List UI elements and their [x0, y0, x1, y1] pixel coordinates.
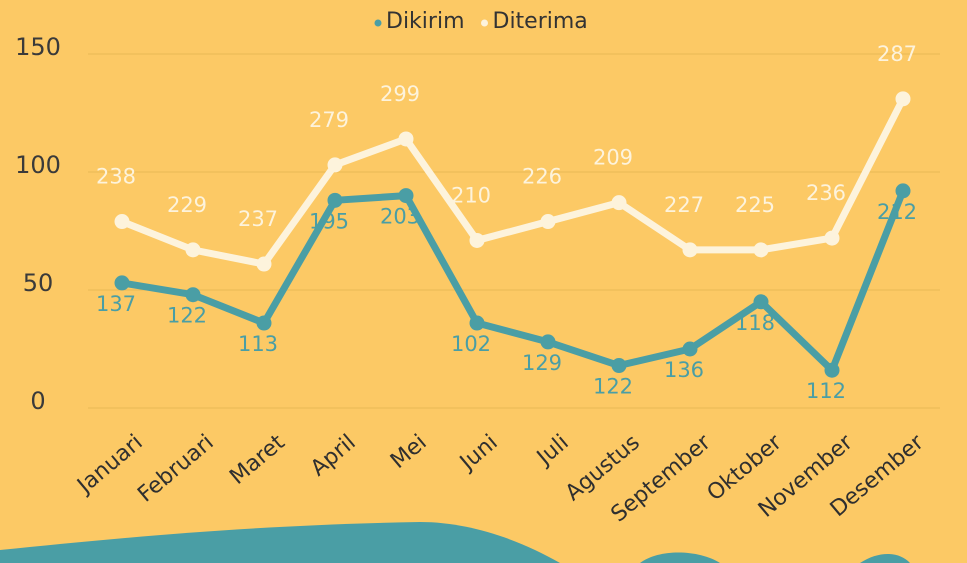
data-label: 112	[806, 379, 846, 403]
data-label: 236	[806, 181, 846, 205]
data-point	[398, 188, 414, 204]
data-label: 227	[664, 193, 704, 217]
data-point	[256, 315, 272, 331]
data-point	[256, 256, 272, 272]
data-point	[114, 275, 130, 291]
data-label: 212	[877, 200, 917, 224]
data-point	[682, 341, 698, 357]
data-point	[753, 242, 769, 258]
data-point	[469, 315, 485, 331]
legend-marker	[374, 19, 382, 27]
data-point	[114, 214, 130, 230]
y-tick-label: 150	[15, 33, 61, 61]
data-point	[185, 242, 201, 258]
data-label: 209	[593, 146, 633, 170]
y-tick-label: 50	[23, 269, 54, 297]
data-point	[824, 230, 840, 246]
data-point	[895, 183, 911, 199]
data-label: 137	[96, 292, 136, 316]
data-point	[327, 157, 343, 173]
data-label: 102	[451, 332, 491, 356]
data-label: 226	[522, 165, 562, 189]
data-label: 118	[735, 311, 775, 335]
y-tick-label: 0	[30, 387, 45, 415]
legend: Dikirim Diterima	[374, 9, 588, 34]
data-label: 238	[96, 165, 136, 189]
series-line	[121, 189, 907, 374]
data-point	[682, 242, 698, 258]
decoration	[640, 552, 910, 563]
legend-label: Dikirim	[386, 9, 465, 34]
data-label: 129	[522, 351, 562, 375]
legend-marker	[481, 19, 488, 27]
data-point	[753, 294, 769, 310]
series-line	[120, 97, 907, 268]
y-tick-label: 100	[15, 151, 61, 179]
data-label: 210	[451, 183, 491, 207]
data-point	[185, 287, 201, 303]
data-label: 279	[309, 108, 349, 132]
data-point	[540, 214, 556, 230]
data-point	[327, 192, 343, 208]
data-label: 203	[380, 205, 420, 229]
data-label: 229	[167, 193, 207, 217]
data-label: 113	[238, 332, 278, 356]
data-label: 136	[664, 358, 704, 382]
decoration	[0, 522, 560, 563]
data-point	[611, 358, 627, 374]
data-point	[469, 232, 485, 248]
data-point	[540, 334, 556, 350]
data-point	[895, 91, 911, 107]
data-label: 122	[593, 375, 633, 399]
data-label: 225	[735, 193, 775, 217]
data-label: 195	[309, 209, 349, 233]
data-point	[398, 131, 414, 147]
data-label: 122	[167, 304, 207, 328]
data-label: 299	[380, 82, 420, 106]
data-label: 287	[877, 42, 917, 66]
data-label: 237	[238, 207, 278, 231]
legend-label: Diterima	[493, 9, 588, 34]
data-point	[611, 195, 627, 211]
data-point	[824, 362, 840, 378]
